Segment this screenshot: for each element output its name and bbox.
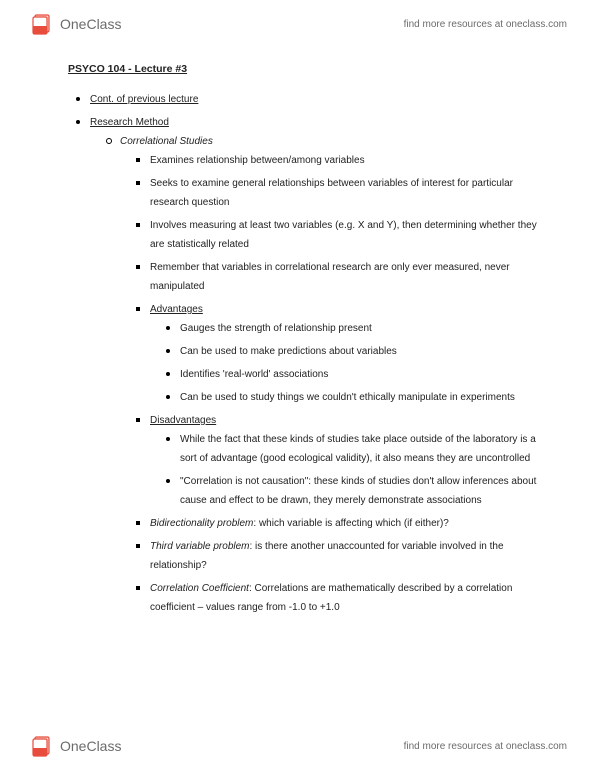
list-item: Remember that variables in correlational…: [150, 258, 539, 296]
brand-name: OneClass: [60, 11, 121, 38]
body-text: Remember that variables in correlational…: [150, 262, 510, 292]
body-text: "Correlation is not causation": these ki…: [180, 476, 536, 506]
list-item: Correlational Studies Examines relations…: [120, 132, 539, 617]
document-body: PSYCO 104 - Lecture #3 Cont. of previous…: [68, 60, 539, 621]
body-text: Involves measuring at least two variable…: [150, 220, 537, 250]
body-text: Can be used to make predictions about va…: [180, 346, 397, 357]
brand-name: OneClass: [60, 733, 121, 760]
list-item: Involves measuring at least two variable…: [150, 216, 539, 254]
list-item: Advantages Gauges the strength of relati…: [150, 300, 539, 407]
list-item: Can be used to study things we couldn't …: [180, 388, 539, 407]
list-item: Bidirectionality problem: which variable…: [150, 514, 539, 533]
page-footer: OneClass find more resources at oneclass…: [0, 722, 595, 770]
resources-link-bottom[interactable]: find more resources at oneclass.com: [404, 737, 567, 756]
list-item: While the fact that these kinds of studi…: [180, 430, 539, 468]
body-text: While the fact that these kinds of studi…: [180, 434, 536, 464]
term-label: Bidirectionality problem: [150, 518, 253, 529]
body-text: Gauges the strength of relationship pres…: [180, 323, 372, 334]
paper-stack-icon: [28, 732, 56, 760]
list-item: Correlation Coefficient: Correlations ar…: [150, 579, 539, 617]
page-title: PSYCO 104 - Lecture #3: [68, 60, 539, 80]
brand-logo: OneClass: [28, 732, 121, 760]
resources-link-top[interactable]: find more resources at oneclass.com: [404, 15, 567, 34]
list-item: Seeks to examine general relationships b…: [150, 174, 539, 212]
body-text: Identifies 'real-world' associations: [180, 369, 328, 380]
body-text: : which variable is affecting which (if …: [253, 518, 448, 529]
page-header: OneClass find more resources at oneclass…: [0, 0, 595, 48]
list-item: Examines relationship between/among vari…: [150, 151, 539, 170]
list-item: Disadvantages While the fact that these …: [150, 411, 539, 510]
section-heading: Research Method: [90, 117, 169, 128]
list-item: Cont. of previous lecture: [90, 90, 539, 109]
term-label: Third variable problem: [150, 541, 250, 552]
term-label: Correlation Coefficient: [150, 583, 249, 594]
subsection-heading: Disadvantages: [150, 415, 216, 426]
list-item: Research Method Correlational Studies Ex…: [90, 113, 539, 617]
paper-stack-icon: [28, 10, 56, 38]
list-item: "Correlation is not causation": these ki…: [180, 472, 539, 510]
body-text: Can be used to study things we couldn't …: [180, 392, 515, 403]
list-item: Identifies 'real-world' associations: [180, 365, 539, 384]
subsection-heading: Correlational Studies: [120, 136, 213, 147]
subsection-heading: Advantages: [150, 304, 203, 315]
brand-logo: OneClass: [28, 10, 121, 38]
body-text: Examines relationship between/among vari…: [150, 155, 365, 166]
section-heading: Cont. of previous lecture: [90, 94, 198, 105]
body-text: Seeks to examine general relationships b…: [150, 178, 513, 208]
list-item: Can be used to make predictions about va…: [180, 342, 539, 361]
list-item: Gauges the strength of relationship pres…: [180, 319, 539, 338]
list-item: Third variable problem: is there another…: [150, 537, 539, 575]
